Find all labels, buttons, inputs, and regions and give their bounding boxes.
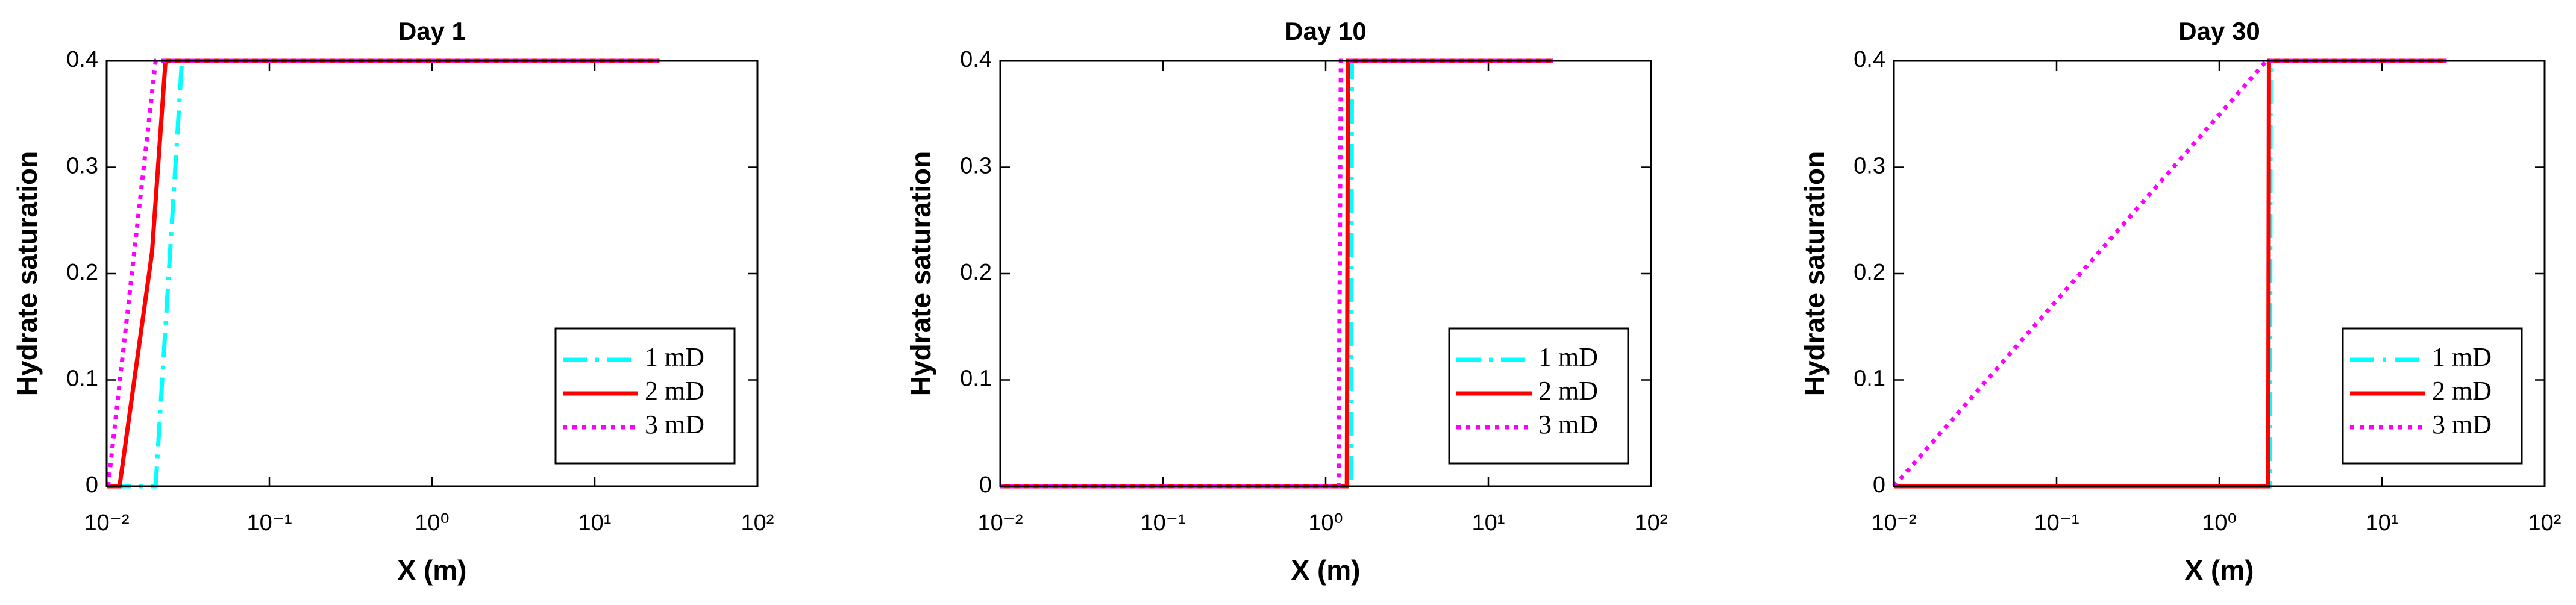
axes-frame (1893, 60, 2546, 487)
chart-title: Day 30 (2178, 17, 2260, 45)
x-tick-label: 10⁻² (1872, 510, 1917, 536)
legend-label: 2 mD (1538, 376, 1598, 406)
y-axis-label: Hydrate saturation (905, 151, 936, 396)
y-tick-label: 0.4 (66, 47, 98, 72)
legend-label: 2 mD (645, 376, 704, 406)
chart-title: Day 10 (1285, 17, 1366, 45)
y-tick-label: 0.1 (66, 366, 98, 392)
x-tick-label: 10² (741, 510, 774, 536)
legend-box (2342, 327, 2523, 465)
axes-frame (999, 60, 1652, 487)
y-tick-label: 0 (86, 472, 98, 498)
legend-label: 1 mD (1538, 342, 1598, 372)
x-tick-label: 10⁻¹ (1141, 510, 1186, 536)
y-tick-label: 0.1 (960, 366, 992, 392)
y-axis-label: Hydrate saturation (11, 151, 43, 396)
y-tick-label: 0 (979, 472, 992, 498)
x-tick-label: 10⁰ (1308, 510, 1343, 536)
x-axis-label: X (m) (2185, 554, 2254, 586)
legend-label: 3 mD (645, 410, 704, 439)
y-tick-label: 0.2 (1854, 260, 1885, 285)
x-tick-label: 10² (2528, 510, 2562, 536)
y-tick-label: 0.4 (960, 47, 992, 72)
legend-label: 2 mD (2432, 376, 2492, 406)
y-tick-label: 0 (1873, 472, 1885, 498)
legend-label: 1 mD (645, 342, 704, 372)
x-tick-label: 10⁻² (84, 510, 130, 536)
y-tick-label: 0.2 (960, 260, 992, 285)
x-tick-label: 10¹ (1472, 510, 1505, 536)
legend-label: 3 mD (1538, 410, 1598, 439)
legend-label: 1 mD (2432, 342, 2492, 372)
y-tick-label: 0.4 (1854, 47, 1885, 72)
legend-box (554, 327, 736, 465)
x-axis-label: X (m) (1291, 554, 1361, 586)
x-tick-label: 10¹ (578, 510, 612, 536)
y-tick-label: 0.3 (66, 154, 98, 179)
x-tick-label: 10² (1635, 510, 1668, 536)
x-tick-label: 10⁰ (415, 510, 450, 536)
y-tick-label: 0.3 (1854, 154, 1885, 179)
y-axis-label: Hydrate saturation (1799, 151, 1830, 396)
x-tick-label: 10¹ (2366, 510, 2399, 536)
x-axis-label: X (m) (398, 554, 467, 586)
x-tick-label: 10⁻² (978, 510, 1023, 536)
legend-box (1448, 327, 1629, 465)
y-tick-label: 0.3 (960, 154, 992, 179)
chart-title: Day 1 (398, 17, 466, 45)
y-tick-label: 0.2 (66, 260, 98, 285)
axes-frame (105, 60, 759, 487)
x-tick-label: 10⁻¹ (2034, 510, 2079, 536)
x-tick-label: 10⁻¹ (247, 510, 292, 536)
legend-label: 3 mD (2432, 410, 2492, 439)
x-tick-label: 10⁰ (2202, 510, 2237, 536)
y-tick-label: 0.1 (1854, 366, 1885, 392)
